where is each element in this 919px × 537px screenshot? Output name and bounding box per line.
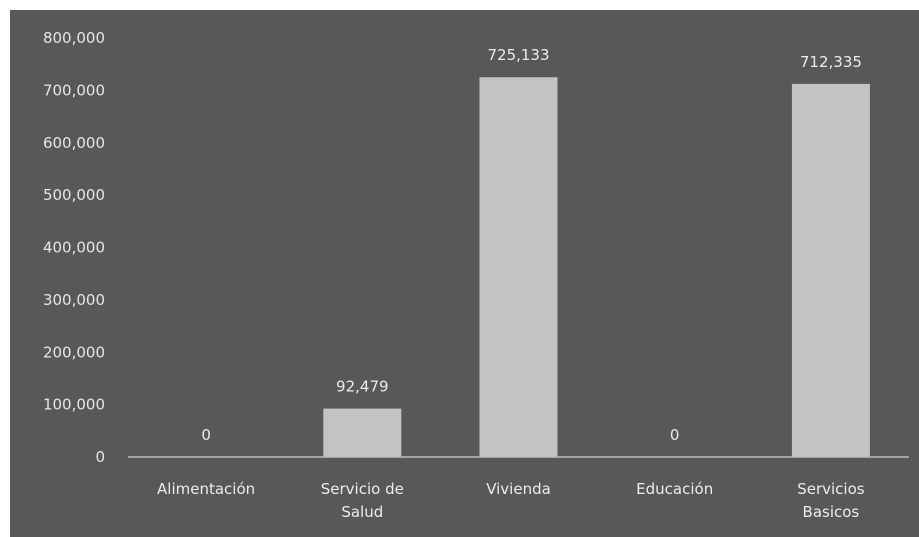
x-category-label: Alimentación xyxy=(157,480,255,498)
x-category-label: Salud xyxy=(341,503,383,521)
x-category-label: Vivienda xyxy=(486,480,551,498)
y-tick-label: 800,000 xyxy=(43,29,105,47)
y-tick-label: 400,000 xyxy=(43,239,105,257)
y-tick-label: 200,000 xyxy=(43,343,105,361)
data-label: 712,335 xyxy=(800,53,862,71)
data-label: 92,479 xyxy=(336,378,389,396)
y-tick-label: 100,000 xyxy=(43,396,105,414)
y-tick-label: 0 xyxy=(95,448,105,466)
bar xyxy=(791,83,870,457)
bar xyxy=(323,408,402,457)
data-label: 0 xyxy=(670,426,680,444)
bar-series xyxy=(323,77,870,457)
y-axis-tick-labels: 0 100,000 200,000 300,000 400,000 500,000 600,… xyxy=(43,29,105,466)
data-labels: 0 92,479 725,133 0 712,335 xyxy=(201,46,862,444)
x-category-label: Educación xyxy=(636,480,713,498)
y-tick-label: 700,000 xyxy=(43,81,105,99)
chart-area: 0 100,000 200,000 300,000 400,000 500,000 600,… xyxy=(10,10,919,537)
x-category-label: Servicios xyxy=(797,480,865,498)
y-tick-label: 600,000 xyxy=(43,134,105,152)
x-category-label: Basicos xyxy=(803,503,860,521)
y-tick-label: 300,000 xyxy=(43,291,105,309)
y-tick-label: 500,000 xyxy=(43,186,105,204)
data-label: 725,133 xyxy=(487,46,549,64)
x-axis-category-labels: Alimentación Servicio de Salud Vivienda Educ… xyxy=(157,480,865,521)
data-label: 0 xyxy=(201,426,211,444)
bar xyxy=(479,77,558,457)
x-category-label: Servicio de xyxy=(321,480,404,498)
bar-chart: 0 100,000 200,000 300,000 400,000 500,000 600,… xyxy=(43,29,909,521)
